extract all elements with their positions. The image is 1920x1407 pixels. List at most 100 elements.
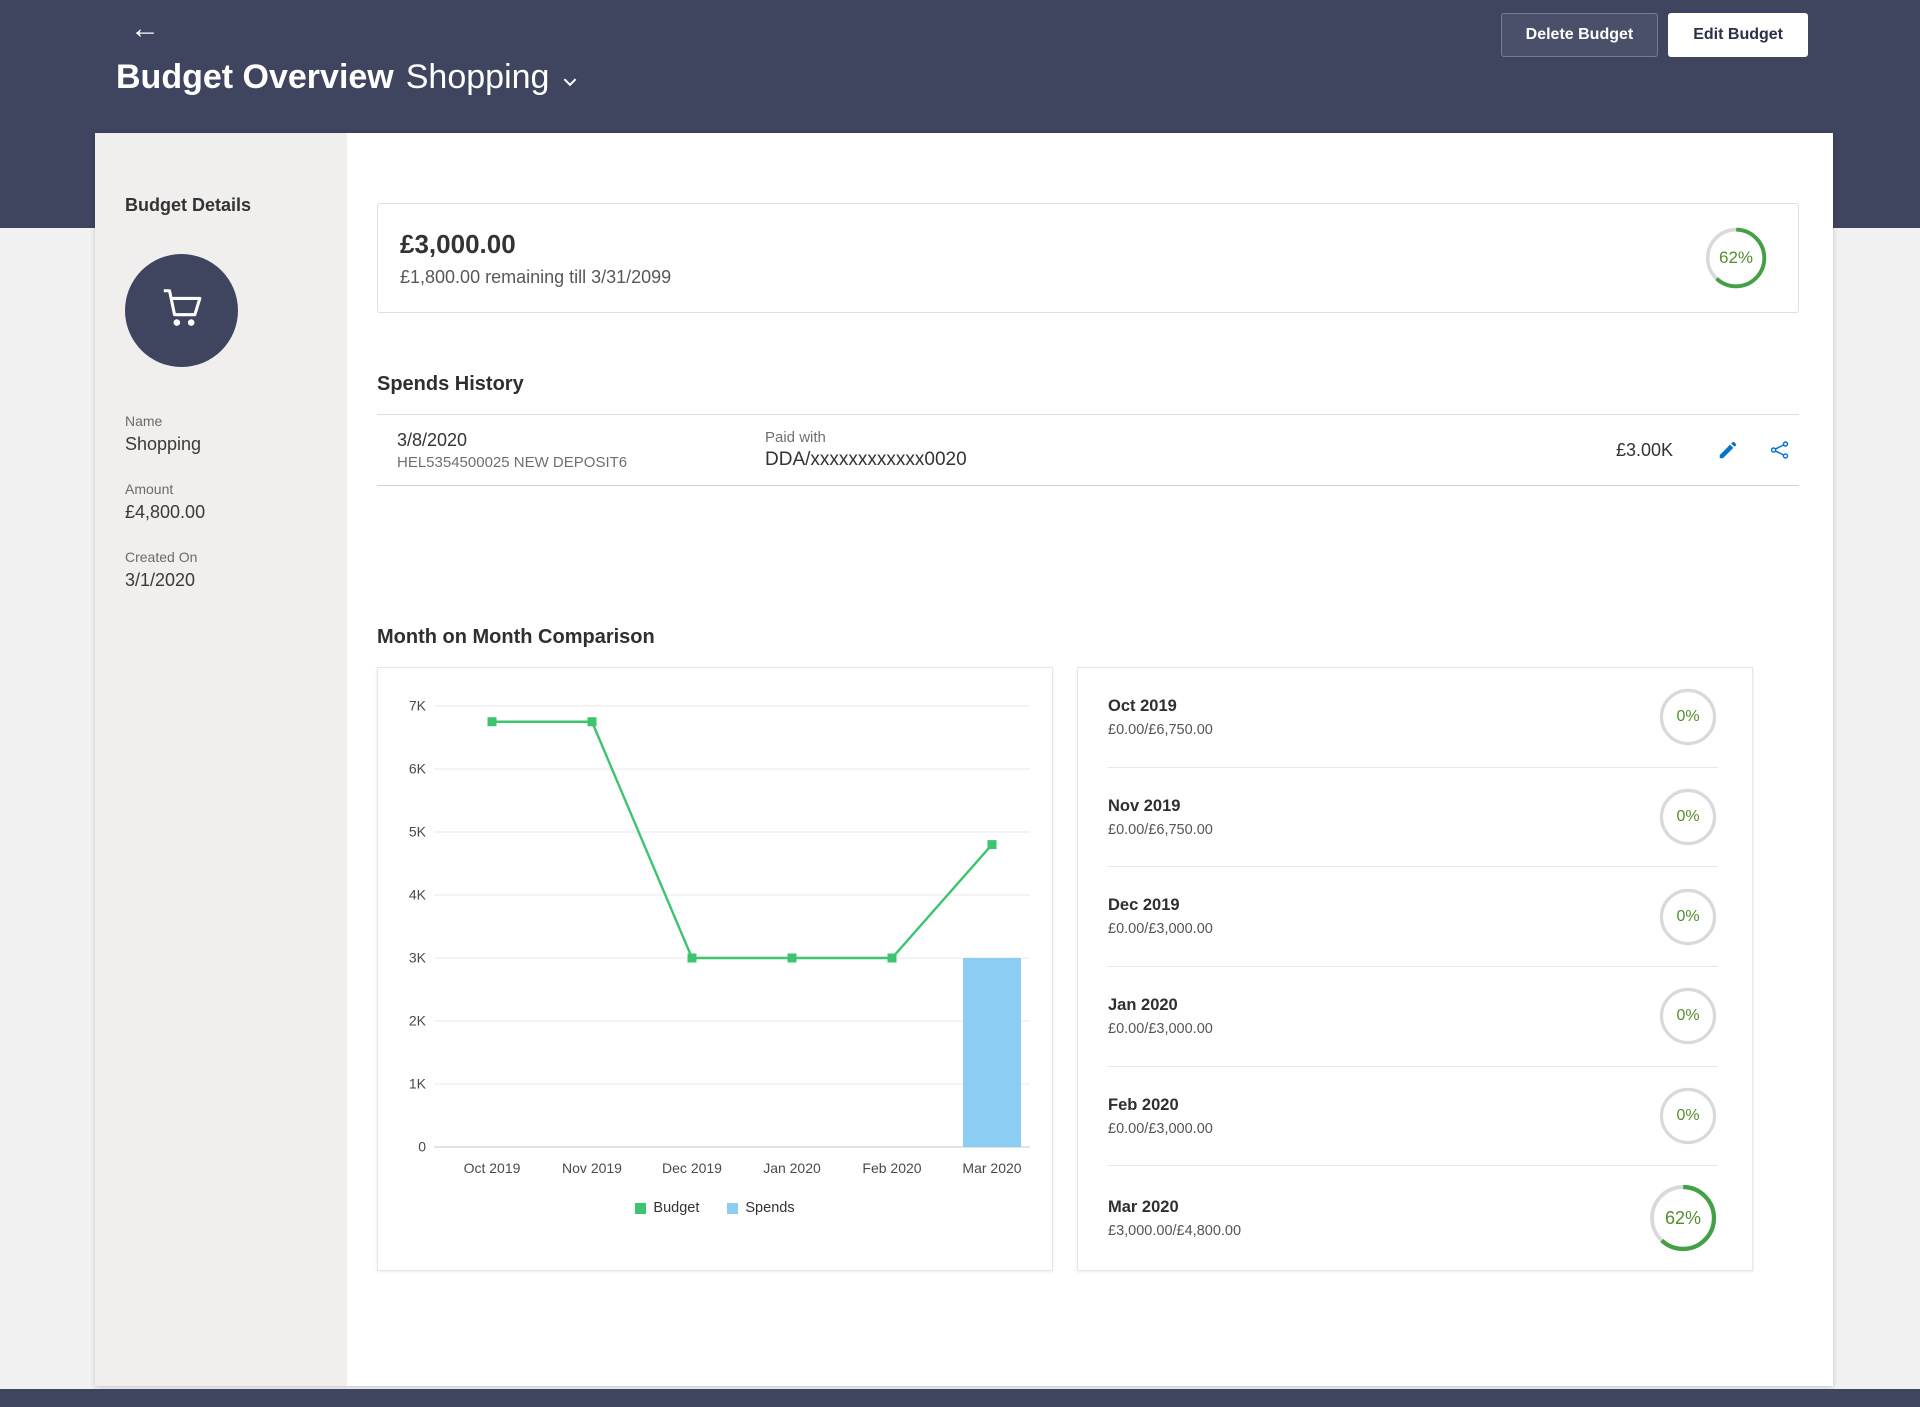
month-info: Oct 2019 £0.00/£6,750.00	[1108, 697, 1213, 738]
field-value: Shopping	[125, 434, 202, 454]
svg-text:Jan 2020: Jan 2020	[763, 1160, 821, 1176]
month-row-nov-2019: Nov 2019 £0.00/£6,750.00 0%	[1108, 768, 1718, 868]
budget-remaining: £1,800.00 remaining till 3/31/2099	[400, 266, 672, 287]
svg-text:4K: 4K	[409, 887, 427, 903]
field-label: Amount	[125, 481, 174, 497]
header-actions: Delete Budget Edit Budget	[1500, 13, 1808, 57]
field-amount: Amount £4,800.00	[125, 481, 317, 523]
page-title: Budget Overview Shopping	[116, 58, 579, 97]
svg-text:6K: 6K	[409, 761, 427, 777]
month-percent-label: 0%	[1676, 1007, 1700, 1025]
svg-text:Oct 2019: Oct 2019	[464, 1160, 521, 1176]
spend-date: 3/8/2020	[397, 429, 468, 450]
edit-spend-icon[interactable]	[1717, 439, 1739, 461]
field-value: 3/1/2020	[125, 570, 196, 590]
delete-budget-button[interactable]: Delete Budget	[1500, 13, 1659, 57]
budget-detail-card: Budget Details Name Shopping Amount £4,8…	[95, 133, 1833, 1386]
spend-date-column: 3/8/2020 HEL5354500025 NEW DEPOSIT6	[397, 430, 765, 471]
month-row-feb-2020: Feb 2020 £0.00/£3,000.00 0%	[1108, 1067, 1718, 1167]
month-comparison-chart: 0 1K 2K 3K 4K 5K 6K 7K Oct 2019 Nov 2019 Dec 2019 J…	[409, 698, 1030, 1176]
month-percent-label: 0%	[1676, 708, 1700, 726]
shopping-cart-icon	[159, 285, 205, 336]
budget-content: £3,000.00 £1,800.00 remaining till 3/31/…	[347, 133, 1833, 1386]
month-comparison-chart-panel: 0 1K 2K 3K 4K 5K 6K 7K Oct 2019 Nov 2019 Dec 2019 J…	[377, 667, 1053, 1271]
month-row-mar-2020: Mar 2020 £3,000.00/£4,800.00 62%	[1108, 1166, 1718, 1270]
month-progress-list: Oct 2019 £0.00/£6,750.00 0% Nov 2019 £0.…	[1077, 667, 1753, 1271]
legend-budget-label: Budget	[653, 1200, 700, 1216]
page-footer	[0, 1389, 1920, 1407]
month-label: Dec 2019	[1108, 896, 1180, 915]
month-label: Nov 2019	[1108, 796, 1181, 815]
budget-summary-card: £3,000.00 £1,800.00 remaining till 3/31/…	[377, 203, 1799, 313]
month-detail: £3,000.00/£4,800.00	[1108, 1222, 1242, 1239]
svg-text:3K: 3K	[409, 950, 427, 966]
split-transaction-icon[interactable]	[1769, 439, 1791, 461]
month-row-oct-2019: Oct 2019 £0.00/£6,750.00 0%	[1108, 668, 1718, 768]
month-info: Feb 2020 £0.00/£3,000.00	[1108, 1096, 1213, 1137]
svg-text:Mar 2020: Mar 2020	[962, 1160, 1021, 1176]
month-comparison-heading: Month on Month Comparison	[377, 626, 655, 648]
paid-with-account: DDA/xxxxxxxxxxxx0020	[765, 449, 967, 470]
month-percent-label: 0%	[1676, 907, 1700, 925]
spend-amount: £3.00K	[1615, 439, 1673, 460]
field-name: Name Shopping	[125, 413, 317, 455]
month-detail: £0.00/£3,000.00	[1108, 1120, 1213, 1137]
back-arrow-icon[interactable]: ←	[130, 12, 160, 45]
sidebar-heading: Budget Details	[125, 195, 252, 215]
edit-budget-button[interactable]: Edit Budget	[1668, 13, 1808, 57]
month-progress-ring: 0%	[1658, 887, 1718, 947]
spends-swatch-icon	[727, 1202, 739, 1214]
month-progress-ring: 62%	[1648, 1183, 1718, 1253]
month-progress-ring: 0%	[1658, 1086, 1718, 1146]
month-info: Jan 2020 £0.00/£3,000.00	[1108, 996, 1213, 1037]
month-detail: £0.00/£3,000.00	[1108, 1020, 1213, 1037]
svg-text:5K: 5K	[409, 824, 427, 840]
svg-text:Dec 2019: Dec 2019	[662, 1160, 722, 1176]
budget-progress-ring: 62%	[1704, 226, 1768, 290]
month-info: Mar 2020 £3,000.00/£4,800.00	[1108, 1198, 1241, 1239]
field-label: Name	[125, 413, 163, 429]
budget-amount: £3,000.00	[400, 228, 516, 259]
chart-legend: Budget Spends	[390, 1200, 1040, 1216]
budget-category-avatar	[125, 254, 238, 367]
comparison-section: 0 1K 2K 3K 4K 5K 6K 7K Oct 2019 Nov 2019 Dec 2019 J…	[377, 667, 1799, 1271]
svg-text:1K: 1K	[409, 1076, 427, 1092]
month-row-dec-2019: Dec 2019 £0.00/£3,000.00 0%	[1108, 867, 1718, 968]
legend-spends: Spends	[727, 1200, 795, 1216]
spends-history-heading: Spends History	[377, 373, 524, 395]
field-value: £4,800.00	[125, 502, 206, 522]
svg-text:Nov 2019: Nov 2019	[562, 1160, 622, 1176]
legend-budget: Budget	[635, 1200, 699, 1216]
svg-text:0: 0	[418, 1139, 426, 1155]
field-label: Created On	[125, 549, 198, 565]
month-row-jan-2020: Jan 2020 £0.00/£3,000.00 0%	[1108, 967, 1718, 1067]
page-title-main: Budget Overview	[116, 58, 394, 96]
month-label: Feb 2020	[1108, 1095, 1179, 1114]
month-percent-label: 0%	[1676, 808, 1700, 825]
paid-with-label: Paid with	[765, 429, 826, 446]
svg-text:2K: 2K	[409, 1013, 427, 1029]
month-detail: £0.00/£6,750.00	[1108, 821, 1213, 838]
month-detail: £0.00/£6,750.00	[1108, 721, 1213, 738]
budget-progress-label: 62%	[1718, 248, 1754, 267]
budget-name-selector[interactable]: Shopping	[405, 58, 550, 96]
field-created-on: Created On 3/1/2020	[125, 549, 317, 591]
svg-text:7K: 7K	[409, 698, 427, 714]
spend-reference: HEL5354500025 NEW DEPOSIT6	[397, 453, 628, 471]
budget-swatch-icon	[635, 1202, 647, 1214]
spend-paid-with-column: Paid with DDA/xxxxxxxxxxxx0020	[765, 429, 1616, 471]
svg-text:Feb 2020: Feb 2020	[862, 1160, 921, 1176]
legend-spends-label: Spends	[745, 1200, 795, 1216]
budget-details-sidebar: Budget Details Name Shopping Amount £4,8…	[95, 133, 347, 1386]
spend-history-row: 3/8/2020 HEL5354500025 NEW DEPOSIT6 Paid…	[377, 414, 1799, 486]
month-label: Mar 2020	[1108, 1197, 1179, 1216]
month-progress-ring: 0%	[1658, 986, 1718, 1046]
month-info: Dec 2019 £0.00/£3,000.00	[1108, 896, 1213, 937]
month-info: Nov 2019 £0.00/£6,750.00	[1108, 797, 1213, 838]
month-label: Jan 2020	[1108, 995, 1178, 1014]
summary-text: £3,000.00 £1,800.00 remaining till 3/31/…	[400, 229, 671, 288]
chevron-down-icon[interactable]	[561, 73, 579, 91]
spend-actions: £3.00K	[1616, 439, 1791, 461]
month-percent-label: 62%	[1664, 1207, 1702, 1228]
